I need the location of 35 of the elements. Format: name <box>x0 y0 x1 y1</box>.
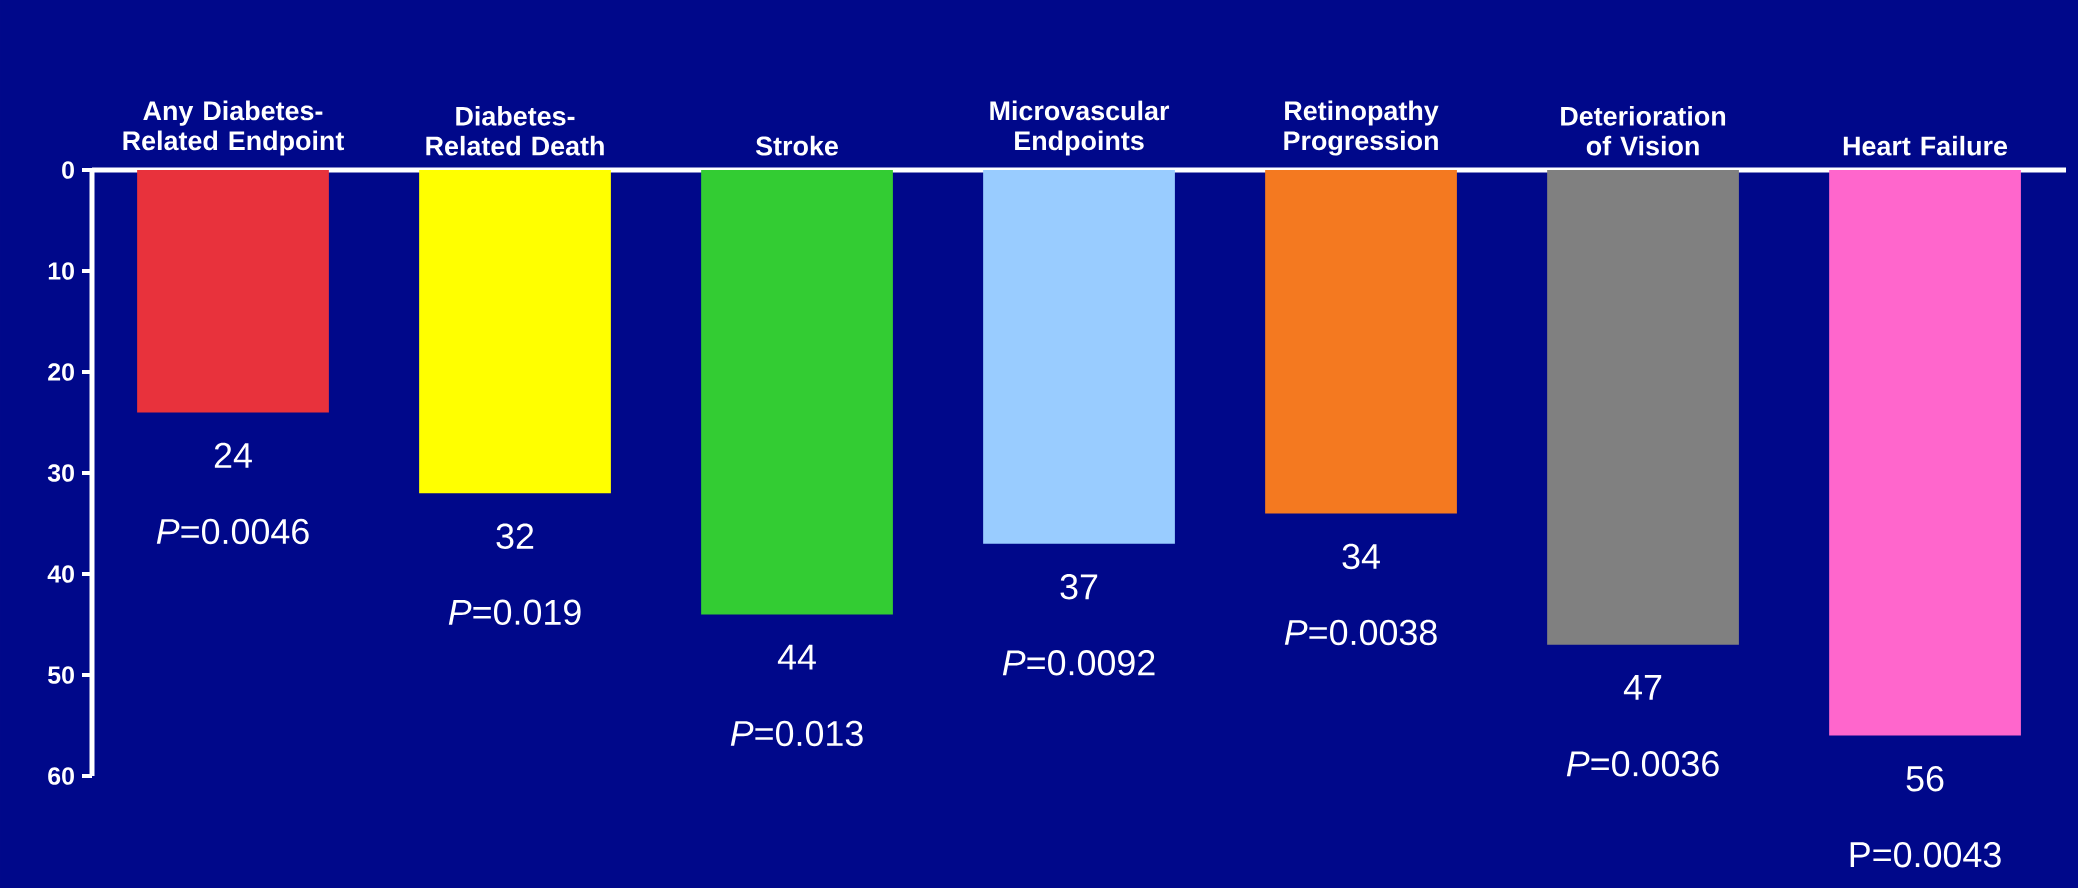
bar <box>1829 169 2021 736</box>
bar <box>1265 169 1457 514</box>
data-label: 44 <box>777 644 816 670</box>
data-label: 56 <box>1906 765 1944 792</box>
y-tick-label: 60 <box>48 767 74 785</box>
y-tick-label: 0 <box>62 161 74 179</box>
x-tick-label: Any Diabetes-Related Endpoint <box>123 100 345 156</box>
annotation: P=0.0038 <box>1284 619 1437 646</box>
bar <box>983 169 1175 544</box>
bar <box>1547 169 1739 645</box>
data-label: 34 <box>1342 543 1380 570</box>
data-label: 24 <box>214 442 252 468</box>
bar <box>701 169 893 615</box>
data-label: 37 <box>1060 574 1098 600</box>
bar <box>419 169 611 494</box>
annotation: P=0.0036 <box>1566 751 1719 777</box>
bar <box>137 169 329 413</box>
data-label: 32 <box>496 523 534 549</box>
y-tick-label: 10 <box>48 262 74 280</box>
x-tick-label: Stroke <box>755 135 838 156</box>
x-tick-label: Retinopathy Progression <box>1284 100 1439 156</box>
y-tick-label: 30 <box>47 464 74 482</box>
annotation: P=0.0046 <box>156 518 309 545</box>
x-tick-label: Microvascular Endpoints <box>990 100 1170 156</box>
annotation: P=0.019 <box>448 599 581 625</box>
annotation: P=0.0043 <box>1850 841 2001 868</box>
annotation: P=0.0092 <box>1002 650 1155 676</box>
y-tick-label: 20 <box>48 363 74 381</box>
x-tick-label: Heart Failure <box>1843 135 2008 156</box>
y-tick-label: 40 <box>47 565 74 583</box>
annotation: P=0.013 <box>730 720 863 747</box>
x-tick-label: Deterioration of Vision <box>1561 105 1726 156</box>
x-tick-label: Diabetes-Related Death <box>426 105 604 156</box>
data-label: 47 <box>1623 675 1662 700</box>
y-tick-label: 50 <box>48 666 74 684</box>
